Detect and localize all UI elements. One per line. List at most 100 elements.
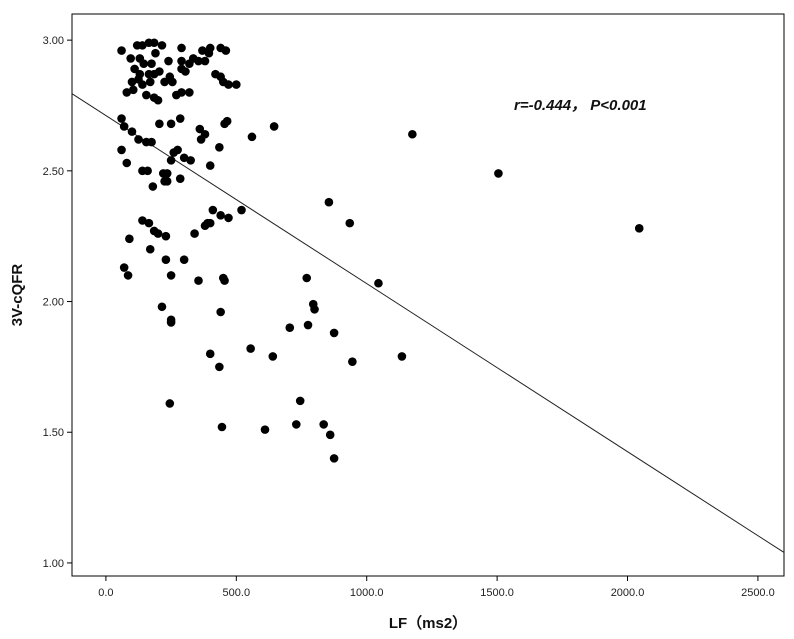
data-point <box>181 67 190 76</box>
x-tick-label: 0.0 <box>98 587 113 599</box>
data-point <box>215 362 224 372</box>
data-point <box>138 80 147 89</box>
data-point <box>204 48 214 58</box>
data-point <box>143 166 152 176</box>
data-point <box>179 255 189 265</box>
data-point <box>148 182 158 191</box>
data-point <box>166 318 176 327</box>
data-point <box>329 328 339 338</box>
x-tick-label: 2000.0 <box>611 587 645 599</box>
y-tick-label: 1.00 <box>43 558 64 570</box>
data-point <box>155 119 164 129</box>
data-point <box>205 349 215 359</box>
data-point <box>397 352 407 361</box>
data-point <box>177 56 186 66</box>
data-point <box>147 137 156 147</box>
data-point <box>153 95 163 105</box>
data-point <box>127 127 137 136</box>
data-point <box>185 88 194 97</box>
data-point <box>205 161 215 170</box>
y-tick-label: 1.50 <box>43 427 64 439</box>
data-point <box>122 88 132 97</box>
data-point <box>324 197 334 207</box>
data-point <box>117 145 126 155</box>
data-point <box>179 153 189 163</box>
data-point <box>195 124 205 134</box>
data-point <box>268 352 278 361</box>
data-point <box>166 271 176 280</box>
data-point <box>117 46 126 55</box>
data-point <box>122 158 132 168</box>
y-tick-label: 3.00 <box>43 35 64 47</box>
data-point <box>269 122 279 131</box>
correlation-annotation: r=-0.444， P<0.001 <box>514 97 647 114</box>
data-point <box>162 169 172 178</box>
data-point <box>138 41 147 50</box>
data-point <box>408 129 417 139</box>
data-points <box>117 38 644 463</box>
data-point <box>119 122 129 131</box>
data-point <box>119 263 129 272</box>
data-point <box>260 425 270 434</box>
data-point <box>247 132 257 142</box>
data-point <box>144 218 154 228</box>
data-point <box>634 224 644 233</box>
data-point <box>145 77 155 87</box>
data-point <box>216 307 225 317</box>
data-point <box>165 399 175 408</box>
data-point <box>128 85 138 95</box>
data-point <box>157 302 167 312</box>
data-point <box>291 420 301 429</box>
data-point <box>295 396 305 406</box>
data-point <box>151 48 160 58</box>
data-point <box>208 205 218 215</box>
data-point <box>126 54 135 63</box>
x-axis-title: LF（ms2） <box>389 614 467 632</box>
data-point <box>153 229 163 238</box>
data-point <box>319 420 328 429</box>
data-point <box>246 344 255 353</box>
data-point <box>325 430 335 440</box>
x-tick-label: 1000.0 <box>350 587 384 599</box>
data-point <box>161 255 171 265</box>
data-point <box>139 59 149 68</box>
data-point <box>232 80 241 89</box>
y-tick-label: 2.00 <box>43 297 64 309</box>
data-point <box>177 88 186 97</box>
regression-line <box>71 93 785 553</box>
data-point <box>222 116 232 126</box>
data-point <box>168 77 177 87</box>
data-point <box>166 119 176 129</box>
data-point <box>117 114 126 123</box>
y-axis-ticks: 1.00 1.50 2.00 2.50 3.00 <box>43 35 72 570</box>
data-point <box>285 323 295 332</box>
data-point <box>166 156 176 165</box>
data-point <box>175 114 185 123</box>
y-axis-title: 3V-cQFR <box>9 264 26 327</box>
data-point <box>329 454 339 463</box>
data-point <box>161 231 171 241</box>
data-point <box>302 273 312 283</box>
data-point <box>157 41 167 50</box>
data-point <box>221 46 231 55</box>
data-point <box>149 38 159 48</box>
data-point <box>164 56 173 66</box>
data-point <box>186 156 195 165</box>
data-point <box>348 357 357 366</box>
data-point <box>215 143 224 152</box>
data-point <box>142 90 151 100</box>
data-point <box>198 46 207 55</box>
data-point <box>224 213 233 223</box>
y-tick-label: 2.50 <box>43 166 64 178</box>
data-point <box>203 218 212 228</box>
data-point <box>303 320 313 330</box>
data-point <box>134 135 143 144</box>
data-point <box>200 56 210 66</box>
data-point <box>185 59 194 68</box>
data-point <box>196 135 206 144</box>
data-point <box>194 276 203 285</box>
data-point <box>127 77 137 87</box>
data-point <box>237 205 246 215</box>
data-point <box>160 77 169 87</box>
